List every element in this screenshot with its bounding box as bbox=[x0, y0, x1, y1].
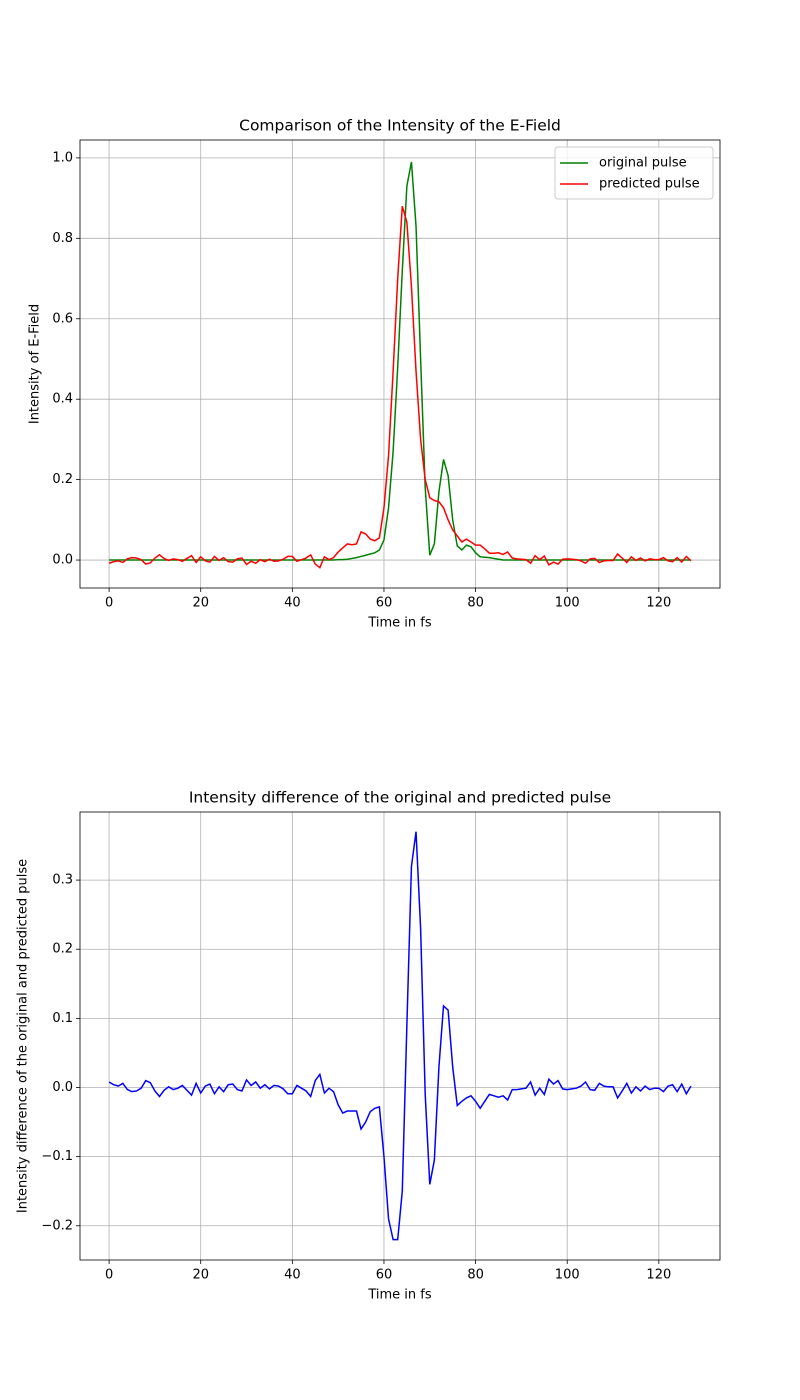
y-tick-label: 0.3 bbox=[52, 873, 73, 888]
y-tick-label: 0.8 bbox=[52, 231, 73, 246]
y-tick-label: −0.2 bbox=[41, 1218, 73, 1233]
x-tick-label: 120 bbox=[646, 596, 671, 611]
x-tick-label: 60 bbox=[376, 596, 393, 611]
y-tick-label: −0.1 bbox=[41, 1149, 73, 1164]
y-tick-label: 0.2 bbox=[52, 472, 73, 487]
y-tick-label: 0.2 bbox=[52, 942, 73, 957]
x-tick-label: 120 bbox=[646, 1268, 671, 1283]
y-tick-label: 0.6 bbox=[52, 311, 73, 326]
x-tick-label: 0 bbox=[105, 1268, 113, 1283]
x-tick-label: 60 bbox=[376, 1268, 393, 1283]
x-tick-label: 20 bbox=[192, 1268, 209, 1283]
x-axis-label: Time in fs bbox=[367, 1288, 432, 1303]
y-axis-label: Intensity of E-Field bbox=[28, 304, 43, 424]
plot-frame bbox=[79, 139, 721, 589]
legend-box bbox=[554, 146, 714, 200]
legend-label: predicted pulse bbox=[599, 177, 700, 192]
y-tick-label: 0.0 bbox=[52, 1080, 73, 1095]
data-line bbox=[109, 161, 691, 561]
x-tick-label: 80 bbox=[467, 1268, 484, 1283]
y-tick-label: 0.4 bbox=[52, 392, 73, 407]
x-tick-label: 40 bbox=[284, 1268, 301, 1283]
x-axis-label: Time in fs bbox=[367, 616, 432, 631]
x-tick-label: 100 bbox=[555, 1268, 580, 1283]
y-tick-label: 1.0 bbox=[52, 150, 73, 165]
data-line bbox=[108, 831, 692, 1241]
y-tick-label: 0.0 bbox=[52, 553, 73, 568]
x-tick-label: 40 bbox=[284, 596, 301, 611]
y-tick-label: 0.1 bbox=[52, 1011, 73, 1026]
data-line bbox=[108, 205, 692, 569]
chart-title: Comparison of the Intensity of the E-Fie… bbox=[239, 117, 561, 135]
y-axis-label: Intensity difference of the original and… bbox=[16, 859, 31, 1213]
x-tick-label: 100 bbox=[555, 596, 580, 611]
x-tick-label: 20 bbox=[192, 596, 209, 611]
chart-title: Intensity difference of the original and… bbox=[189, 789, 611, 807]
x-tick-label: 0 bbox=[105, 596, 113, 611]
plot-frame bbox=[79, 811, 721, 1261]
x-tick-label: 80 bbox=[467, 596, 484, 611]
legend-label: original pulse bbox=[599, 156, 687, 171]
